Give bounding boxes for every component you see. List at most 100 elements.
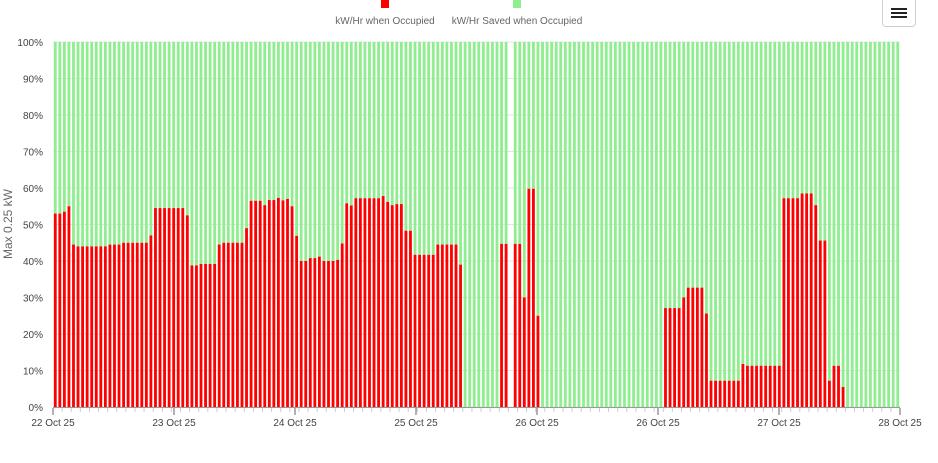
bar-saved[interactable] [144,42,148,243]
bar-occupied[interactable] [837,365,840,407]
bar-saved[interactable] [185,42,189,216]
bar-saved[interactable] [682,42,686,298]
chart-menu-button[interactable] [882,0,916,27]
bar-saved[interactable] [609,42,613,407]
bar-occupied[interactable] [327,261,330,407]
bar-occupied[interactable] [814,205,818,407]
bar-saved[interactable] [750,42,754,366]
bar-saved[interactable] [181,42,185,209]
bar-saved[interactable] [723,42,727,381]
bar-saved[interactable] [176,42,180,209]
bar-occupied[interactable] [122,242,125,407]
bar-saved[interactable] [563,42,567,407]
bar-saved[interactable] [600,42,604,407]
bar-occupied[interactable] [213,263,217,407]
bar-occupied[interactable] [108,244,112,407]
bar-saved[interactable] [522,42,526,298]
bar-occupied[interactable] [349,205,353,407]
bar-occupied[interactable] [413,254,417,407]
bar-saved[interactable] [850,42,854,407]
bar-saved[interactable] [395,42,399,205]
bar-occupied[interactable] [372,198,376,407]
bar-occupied[interactable] [331,261,335,407]
bar-saved[interactable] [796,42,799,199]
bar-saved[interactable] [645,42,649,407]
bar-occupied[interactable] [777,365,781,407]
bar-occupied[interactable] [727,380,731,407]
bar-saved[interactable] [399,42,403,205]
bar-saved[interactable] [773,42,777,366]
bar-occupied[interactable] [404,230,408,407]
bar-saved[interactable] [99,42,103,247]
bar-saved[interactable] [504,42,508,244]
bar-saved[interactable] [167,42,171,209]
bar-saved[interactable] [641,42,645,407]
bar-saved[interactable] [709,42,713,381]
bar-saved[interactable] [94,42,98,247]
bar-saved[interactable] [358,42,362,199]
bar-occupied[interactable] [354,198,358,407]
bar-occupied[interactable] [695,287,699,407]
bar-occupied[interactable] [436,244,440,407]
bar-saved[interactable] [245,42,248,229]
bar-occupied[interactable] [85,246,89,407]
bar-saved[interactable] [208,42,212,264]
bar-occupied[interactable] [418,254,421,407]
bar-occupied[interactable] [714,380,717,407]
bar-saved[interactable] [654,42,658,407]
bar-saved[interactable] [327,42,330,261]
bar-occupied[interactable] [800,193,804,407]
bar-saved[interactable] [240,42,244,243]
bar-saved[interactable] [117,42,121,245]
bar-occupied[interactable] [773,365,777,407]
bar-saved[interactable] [736,42,740,381]
bar-saved[interactable] [536,42,540,316]
bar-occupied[interactable] [832,365,836,407]
bar-saved[interactable] [249,42,253,201]
bar-saved[interactable] [481,42,485,407]
bar-occupied[interactable] [532,188,535,407]
bar-occupied[interactable] [281,200,285,407]
bar-occupied[interactable] [809,193,813,407]
bar-saved[interactable] [746,42,749,366]
bar-saved[interactable] [700,42,704,288]
bar-occupied[interactable] [796,198,799,407]
bar-occupied[interactable] [445,244,449,407]
bar-saved[interactable] [691,42,695,288]
bar-saved[interactable] [550,42,554,407]
bar-saved[interactable] [381,42,385,197]
bar-saved[interactable] [841,42,845,387]
bar-occupied[interactable] [176,208,180,407]
bar-saved[interactable] [368,42,371,199]
bar-occupied[interactable] [340,243,344,407]
bar-saved[interactable] [413,42,417,255]
bar-occupied[interactable] [522,297,526,408]
bar-saved[interactable] [263,42,267,206]
bar-saved[interactable] [440,42,444,245]
bar-saved[interactable] [636,42,640,407]
bar-saved[interactable] [108,42,112,245]
bar-saved[interactable] [204,42,207,264]
bar-saved[interactable] [559,42,563,407]
bar-saved[interactable] [554,42,558,407]
bar-saved[interactable] [299,42,303,261]
bar-occupied[interactable] [427,254,431,407]
bar-occupied[interactable] [500,243,503,407]
bar-saved[interactable] [81,42,85,247]
bar-saved[interactable] [668,42,672,309]
bar-saved[interactable] [764,42,768,366]
bar-saved[interactable] [340,42,344,244]
legend-swatch-saved[interactable] [513,0,521,8]
bar-saved[interactable] [53,42,57,214]
bar-occupied[interactable] [440,244,444,407]
bar-saved[interactable] [627,42,631,407]
bar-occupied[interactable] [377,198,381,407]
bar-occupied[interactable] [454,244,458,407]
bar-saved[interactable] [76,42,80,247]
bar-occupied[interactable] [459,264,462,407]
bar-occupied[interactable] [236,242,239,407]
bar-occupied[interactable] [504,243,508,407]
bar-saved[interactable] [190,42,194,266]
bar-occupied[interactable] [732,380,736,407]
bar-occupied[interactable] [431,254,435,407]
